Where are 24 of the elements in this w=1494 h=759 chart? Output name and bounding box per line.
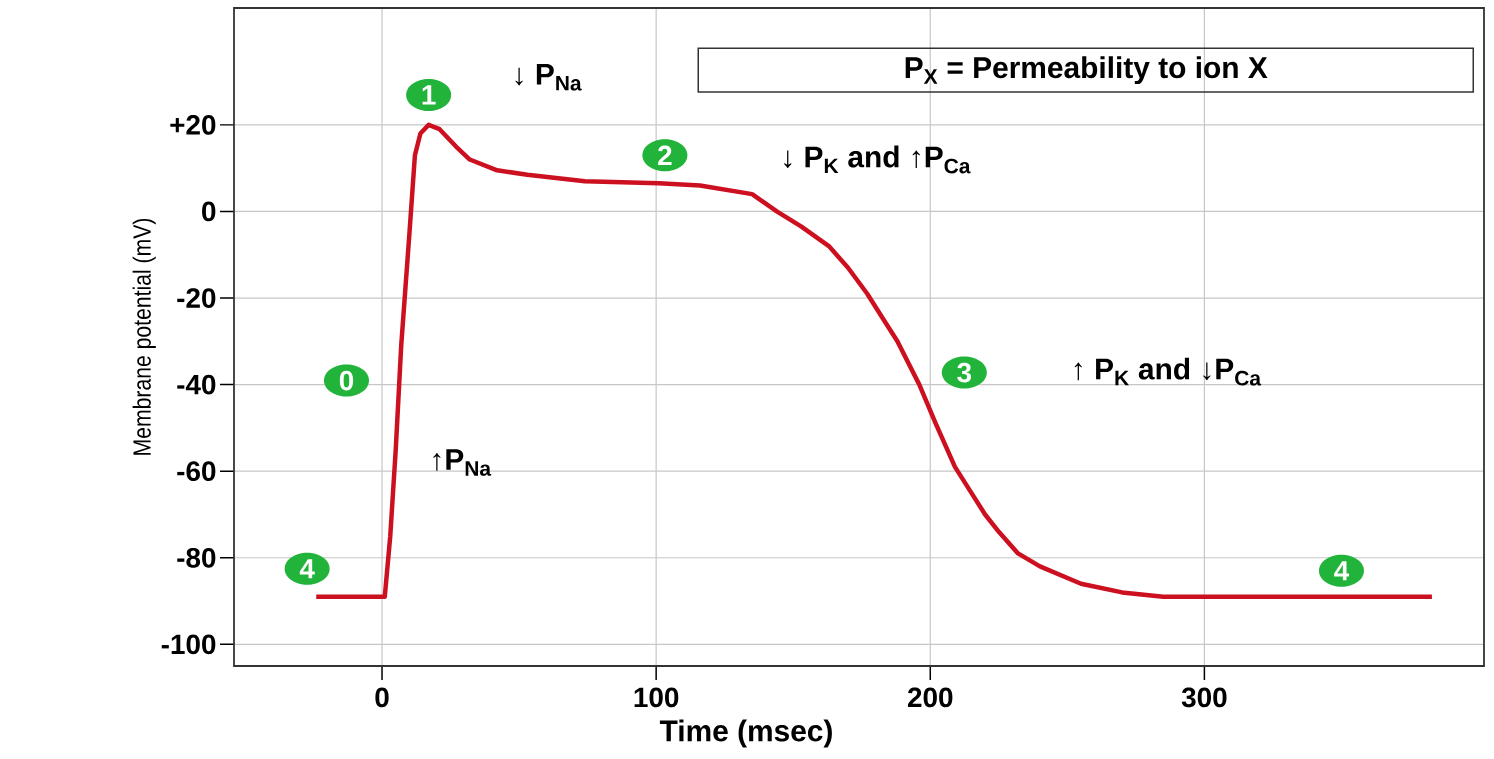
annotation: ↓ P$_{Na}$ bbox=[515, 63, 582, 91]
annotation: 0 bbox=[339, 370, 354, 391]
x-tick-label: 0 bbox=[375, 687, 389, 708]
y-tick-label: -40 bbox=[177, 374, 216, 395]
annotation: 2 bbox=[658, 145, 672, 166]
y-tick-label: -60 bbox=[177, 461, 216, 482]
y-tick-label: 0 bbox=[202, 201, 216, 222]
y-tick-label: +20 bbox=[170, 115, 216, 135]
annotation: 1 bbox=[422, 85, 436, 105]
annotation: ↑P$_{Na}$ bbox=[433, 449, 492, 476]
annotation: ↓ P$_{K}$ and ↑P$_{Ca}$ bbox=[784, 145, 971, 174]
y-tick-label: -100 bbox=[161, 634, 216, 655]
y-tick-label: -20 bbox=[177, 288, 216, 308]
annotation: 4 bbox=[1334, 561, 1350, 581]
x-tick-label: 300 bbox=[1181, 687, 1227, 708]
y-tick-label: -80 bbox=[177, 547, 216, 568]
annotation: 4 bbox=[299, 559, 315, 579]
annotation: 3 bbox=[957, 362, 972, 383]
annotation: ↑ P$_{K}$ and ↓P$_{Ca}$ bbox=[1074, 357, 1262, 386]
x-tick-label: 100 bbox=[634, 687, 679, 708]
x-tick-label: 200 bbox=[907, 687, 953, 708]
x-axis-title: Time (msec) bbox=[659, 719, 832, 748]
y-axis-title: Membrane potential (mV) bbox=[132, 218, 156, 455]
annotation: P$_{X}$ = Permeability to ion X bbox=[905, 56, 1268, 85]
